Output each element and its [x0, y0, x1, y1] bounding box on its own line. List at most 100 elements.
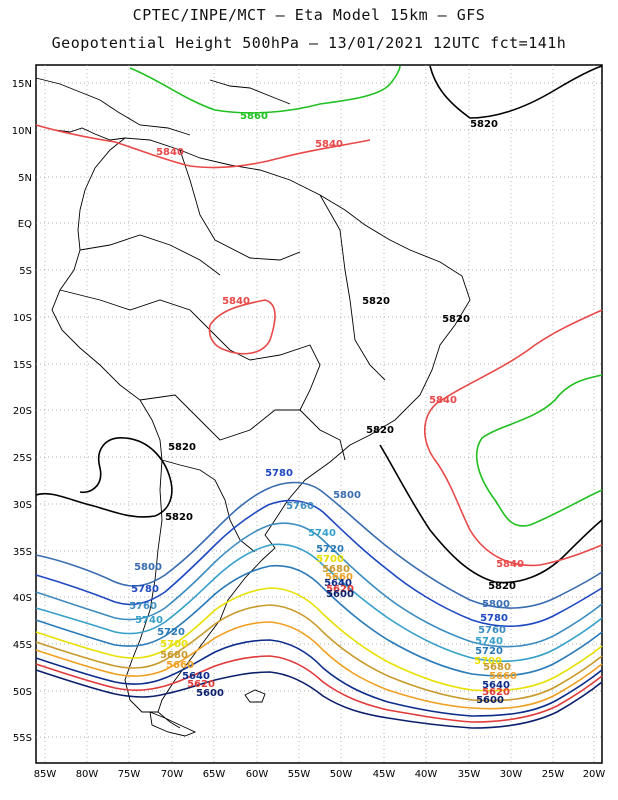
contour-labels: 5860 5820 5840 5840 5840 5820 5820 5840 …	[129, 111, 524, 706]
contour-line-5840	[424, 309, 603, 567]
lon-label-60w: 60W	[246, 769, 269, 780]
contour-label: 5800	[134, 562, 162, 573]
contour-label: 5820	[442, 314, 470, 325]
lon-label-75w: 75W	[118, 769, 141, 780]
lon-label-20w: 20W	[583, 769, 606, 780]
lon-label-25w: 25W	[542, 769, 565, 780]
contour-label: 5680	[322, 564, 350, 575]
contour-line-5760	[35, 522, 603, 648]
contour-label: 5600	[326, 589, 354, 600]
contour-label: 5680	[483, 662, 511, 673]
contour-label: 5740	[475, 636, 503, 647]
contour-label: 5620	[187, 679, 215, 690]
contour-label: 5660	[325, 572, 353, 583]
contour-label: 5680	[160, 650, 188, 661]
contour-label: 5600	[476, 695, 504, 706]
lat-label-10n: 10N	[12, 126, 32, 137]
contour-label: 5800	[482, 599, 510, 610]
contour-line-5820	[429, 65, 603, 119]
contour-line-5700	[35, 587, 603, 692]
contour-label: 5780	[265, 468, 293, 479]
lat-label-35s: 35S	[13, 547, 32, 558]
contour-label: 5780	[480, 613, 508, 624]
contour-line-5660	[35, 621, 603, 710]
lat-label-40s: 40S	[13, 593, 32, 604]
lon-label-30w: 30W	[500, 769, 523, 780]
contour-label: 5620	[326, 584, 354, 595]
contour-label: 5840	[315, 139, 343, 150]
lon-label-35w: 35W	[458, 769, 481, 780]
contour-line-5640	[35, 639, 603, 717]
contour-label: 5600	[196, 688, 224, 699]
latitude-labels: 15N 10N 5N EQ 5S 10S 15S 20S 25S 30S 35S…	[12, 79, 32, 744]
lat-label-45s: 45S	[13, 640, 32, 651]
lat-label-15n: 15N	[12, 79, 32, 90]
contour-line-5820	[35, 437, 173, 518]
lon-label-50w: 50W	[330, 769, 353, 780]
contour-label: 5800	[333, 490, 361, 501]
contour-label: 5720	[157, 627, 185, 638]
contour-label: 5820	[168, 442, 196, 453]
contour-line-5680	[35, 604, 603, 702]
contour-line-5840	[35, 124, 371, 169]
contour-line-5740	[35, 543, 603, 662]
contour-label: 5640	[182, 671, 210, 682]
contour-label: 5660	[166, 660, 194, 671]
contour-label: 5820	[362, 296, 390, 307]
contour-line-5780	[35, 499, 603, 628]
contour-label: 5820	[488, 581, 516, 592]
contour-line-5600	[35, 669, 603, 729]
contour-line-5620	[35, 655, 603, 723]
contour-label: 5860	[240, 111, 268, 122]
map-frame	[35, 64, 603, 764]
lat-label-30s: 30S	[13, 500, 32, 511]
lon-label-55w: 55W	[288, 769, 311, 780]
lat-label-55s: 55S	[13, 733, 32, 744]
contour-label: 5720	[475, 646, 503, 657]
contour-line-5860	[475, 374, 603, 527]
lat-label-10s: 10S	[13, 313, 32, 324]
contour-label: 5740	[135, 615, 163, 626]
contour-lines	[35, 65, 603, 729]
contour-label: 5660	[489, 671, 517, 682]
contour-label: 5840	[156, 147, 184, 158]
contour-line-5720	[35, 564, 603, 677]
lon-label-40w: 40W	[415, 769, 438, 780]
lat-label-5n: 5N	[18, 173, 32, 184]
lon-label-45w: 45W	[373, 769, 396, 780]
grid	[36, 65, 602, 763]
contour-label: 5700	[160, 639, 188, 650]
contour-label: 5760	[478, 625, 506, 636]
title-line-1: CPTEC/INPE/MCT – Eta Model 15km – GFS	[132, 6, 486, 24]
lat-label-20s: 20S	[13, 406, 32, 417]
contour-label: 5820	[470, 119, 498, 130]
title-line-2: Geopotential Height 500hPa – 13/01/2021 …	[51, 34, 567, 52]
contour-label: 5780	[131, 584, 159, 595]
contour-label: 5820	[366, 425, 394, 436]
lat-label-50s: 50S	[13, 687, 32, 698]
contour-label: 5840	[222, 296, 250, 307]
longitude-labels: 85W 80W 75W 70W 65W 60W 55W 50W 45W 40W …	[34, 769, 606, 780]
contour-label: 5720	[316, 544, 344, 555]
contour-line-5820	[379, 444, 603, 584]
lon-label-80w: 80W	[76, 769, 99, 780]
lat-label-eq: EQ	[18, 219, 32, 230]
lat-label-15s: 15S	[13, 360, 32, 371]
contour-label: 5760	[129, 601, 157, 612]
contour-label: 5840	[429, 395, 457, 406]
contour-line-5840	[208, 299, 276, 355]
contour-line-5860	[129, 65, 401, 114]
contour-label: 5700	[316, 554, 344, 565]
lat-label-5s: 5S	[19, 266, 32, 277]
contour-label: 5640	[324, 578, 352, 589]
contour-line-5800	[35, 481, 603, 609]
contour-label: 5620	[482, 687, 510, 698]
contour-label: 5760	[286, 501, 314, 512]
lon-label-85w: 85W	[34, 769, 57, 780]
contour-label: 5820	[165, 512, 193, 523]
contour-label: 5700	[474, 656, 502, 667]
contour-label: 5740	[308, 528, 336, 539]
contour-label: 5640	[482, 680, 510, 691]
lon-label-70w: 70W	[161, 769, 184, 780]
